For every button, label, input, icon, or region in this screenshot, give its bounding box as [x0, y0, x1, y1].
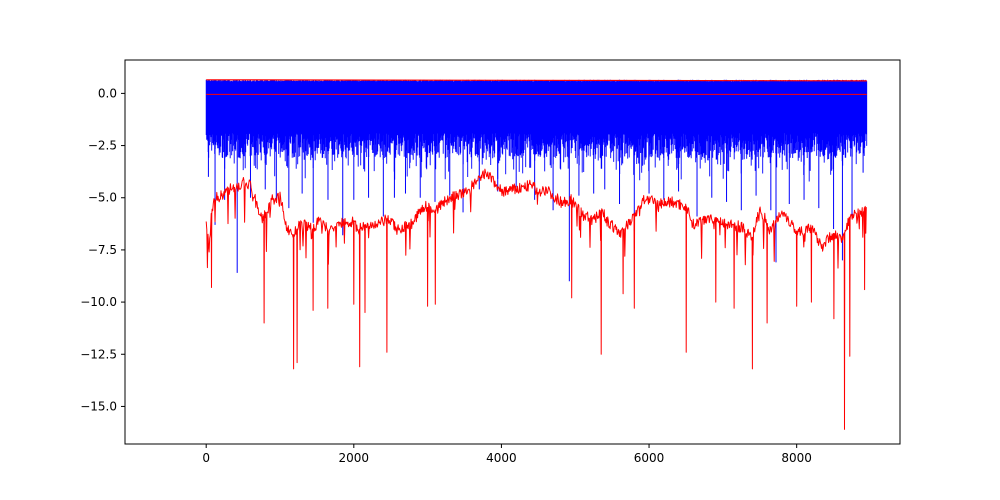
y-tick-label: −7.5: [88, 243, 117, 257]
x-tick-label: 8000: [781, 451, 812, 465]
series-red-upper: [206, 79, 867, 82]
x-tick-label: 2000: [339, 451, 370, 465]
y-tick-label: −2.5: [88, 139, 117, 153]
y-tick-label: −5.0: [88, 191, 117, 205]
x-tick-label: 0: [202, 451, 210, 465]
series-red-lower: [205, 168, 867, 430]
y-tick-label: −10.0: [80, 295, 117, 309]
y-tick-label: 0.0: [98, 86, 117, 100]
series-blue: [205, 79, 868, 282]
series-group: [205, 79, 868, 430]
plot-area-frame: [124, 59, 901, 445]
x-tick-label: 6000: [634, 451, 665, 465]
x-tick-label: 4000: [486, 451, 517, 465]
axis-ticks: 0 2000 4000 6000 8000 0.0 −2.5 −5.0 −7.5 −10.0 −12…: [80, 86, 812, 465]
series-layer: [205, 79, 868, 430]
y-tick-label: −15.0: [80, 399, 117, 413]
series-blue-band: [205, 79, 868, 182]
y-tick-label: −12.5: [80, 347, 117, 361]
